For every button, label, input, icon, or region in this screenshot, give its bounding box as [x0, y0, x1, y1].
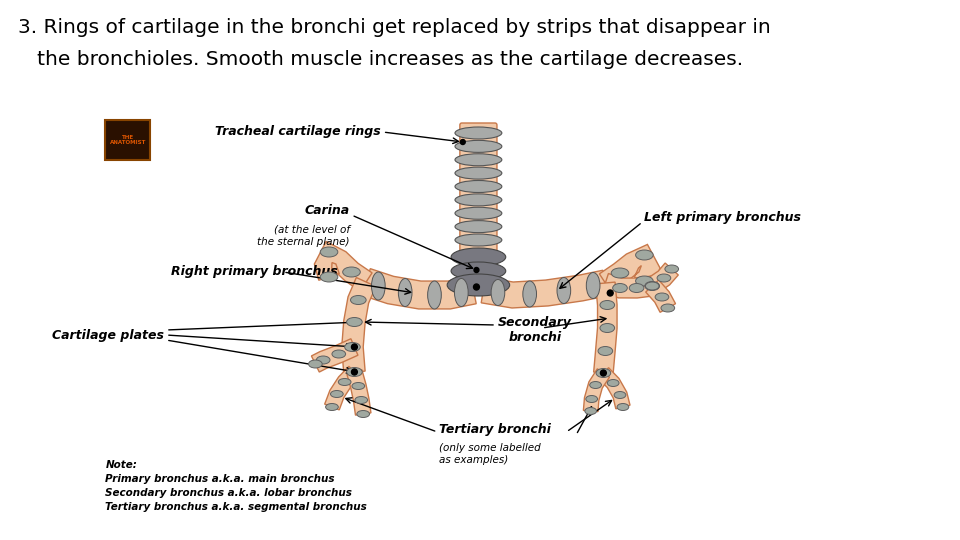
Polygon shape — [647, 263, 679, 293]
Polygon shape — [646, 280, 676, 312]
Ellipse shape — [343, 267, 360, 277]
Ellipse shape — [587, 273, 600, 299]
Ellipse shape — [657, 274, 671, 282]
Ellipse shape — [596, 368, 611, 377]
Ellipse shape — [321, 247, 338, 257]
Ellipse shape — [665, 265, 679, 273]
Ellipse shape — [454, 279, 468, 307]
Circle shape — [608, 290, 613, 296]
Circle shape — [474, 267, 479, 273]
Circle shape — [351, 369, 357, 375]
FancyBboxPatch shape — [106, 120, 151, 160]
Ellipse shape — [317, 356, 330, 364]
Ellipse shape — [455, 180, 502, 192]
Ellipse shape — [330, 390, 343, 397]
Polygon shape — [362, 269, 476, 309]
Polygon shape — [324, 366, 360, 410]
Polygon shape — [598, 368, 630, 409]
Text: Note:
Primary bronchus a.k.a. main bronchus
Secondary bronchus a.k.a. lobar bron: Note: Primary bronchus a.k.a. main bronc… — [106, 460, 367, 512]
Ellipse shape — [455, 140, 502, 152]
Ellipse shape — [345, 342, 360, 352]
Polygon shape — [314, 241, 372, 291]
Ellipse shape — [612, 284, 627, 293]
Ellipse shape — [645, 281, 660, 291]
Polygon shape — [342, 278, 376, 373]
Circle shape — [351, 344, 357, 350]
Ellipse shape — [455, 234, 502, 246]
Text: as examples): as examples) — [440, 455, 509, 465]
Ellipse shape — [645, 282, 659, 290]
Polygon shape — [584, 369, 610, 411]
Polygon shape — [602, 274, 654, 298]
Ellipse shape — [338, 379, 351, 386]
Text: the sternal plane): the sternal plane) — [257, 237, 349, 247]
Ellipse shape — [645, 282, 659, 290]
Text: the bronchioles. Smooth muscle increases as the cartilage decreases.: the bronchioles. Smooth muscle increases… — [17, 50, 743, 69]
Ellipse shape — [598, 347, 612, 355]
Circle shape — [473, 284, 479, 290]
Ellipse shape — [455, 154, 502, 166]
Ellipse shape — [455, 207, 502, 219]
Ellipse shape — [585, 408, 596, 415]
Ellipse shape — [600, 300, 614, 309]
Polygon shape — [347, 370, 371, 415]
Text: Tracheal cartilage rings: Tracheal cartilage rings — [215, 125, 381, 138]
Ellipse shape — [557, 278, 570, 303]
Ellipse shape — [332, 350, 346, 358]
Text: Cartilage plates: Cartilage plates — [52, 328, 164, 341]
Ellipse shape — [347, 318, 362, 327]
Ellipse shape — [352, 382, 365, 389]
Ellipse shape — [347, 368, 362, 376]
Polygon shape — [481, 270, 608, 308]
Ellipse shape — [321, 272, 338, 282]
Ellipse shape — [455, 194, 502, 206]
Ellipse shape — [655, 293, 669, 301]
Polygon shape — [593, 282, 617, 374]
Ellipse shape — [325, 403, 338, 410]
Ellipse shape — [608, 380, 619, 387]
Text: Tertiary bronchi: Tertiary bronchi — [440, 423, 551, 436]
Ellipse shape — [451, 248, 506, 266]
Ellipse shape — [600, 323, 614, 333]
Ellipse shape — [455, 221, 502, 233]
Ellipse shape — [308, 360, 323, 368]
Ellipse shape — [492, 280, 505, 306]
Ellipse shape — [355, 396, 368, 403]
Ellipse shape — [612, 268, 629, 278]
Ellipse shape — [629, 284, 644, 293]
Ellipse shape — [617, 403, 629, 410]
Ellipse shape — [447, 274, 510, 296]
Ellipse shape — [636, 250, 653, 260]
Polygon shape — [599, 245, 660, 292]
Ellipse shape — [636, 276, 653, 286]
Ellipse shape — [455, 127, 502, 139]
Text: Left primary bronchus: Left primary bronchus — [644, 212, 802, 225]
FancyBboxPatch shape — [460, 123, 497, 287]
Text: (at the level of: (at the level of — [274, 225, 349, 235]
Text: Right primary bronchus: Right primary bronchus — [171, 266, 338, 279]
Text: 3. Rings of cartilage in the bronchi get replaced by strips that disappear in: 3. Rings of cartilage in the bronchi get… — [17, 18, 770, 37]
Text: (only some labelled: (only some labelled — [440, 443, 541, 453]
Polygon shape — [311, 339, 358, 372]
Ellipse shape — [350, 295, 366, 305]
Ellipse shape — [372, 272, 385, 300]
Ellipse shape — [398, 279, 412, 307]
Ellipse shape — [455, 167, 502, 179]
Ellipse shape — [589, 381, 601, 388]
Ellipse shape — [523, 281, 537, 307]
Ellipse shape — [661, 304, 675, 312]
Circle shape — [461, 139, 466, 145]
Ellipse shape — [586, 395, 597, 402]
Ellipse shape — [357, 410, 370, 417]
Circle shape — [600, 370, 607, 376]
Text: THE
ANATOMIST: THE ANATOMIST — [109, 134, 146, 145]
Ellipse shape — [427, 281, 442, 309]
Text: Secondary
bronchi: Secondary bronchi — [498, 316, 572, 344]
Ellipse shape — [614, 392, 626, 399]
Text: Carina: Carina — [304, 204, 349, 217]
Ellipse shape — [451, 262, 506, 280]
